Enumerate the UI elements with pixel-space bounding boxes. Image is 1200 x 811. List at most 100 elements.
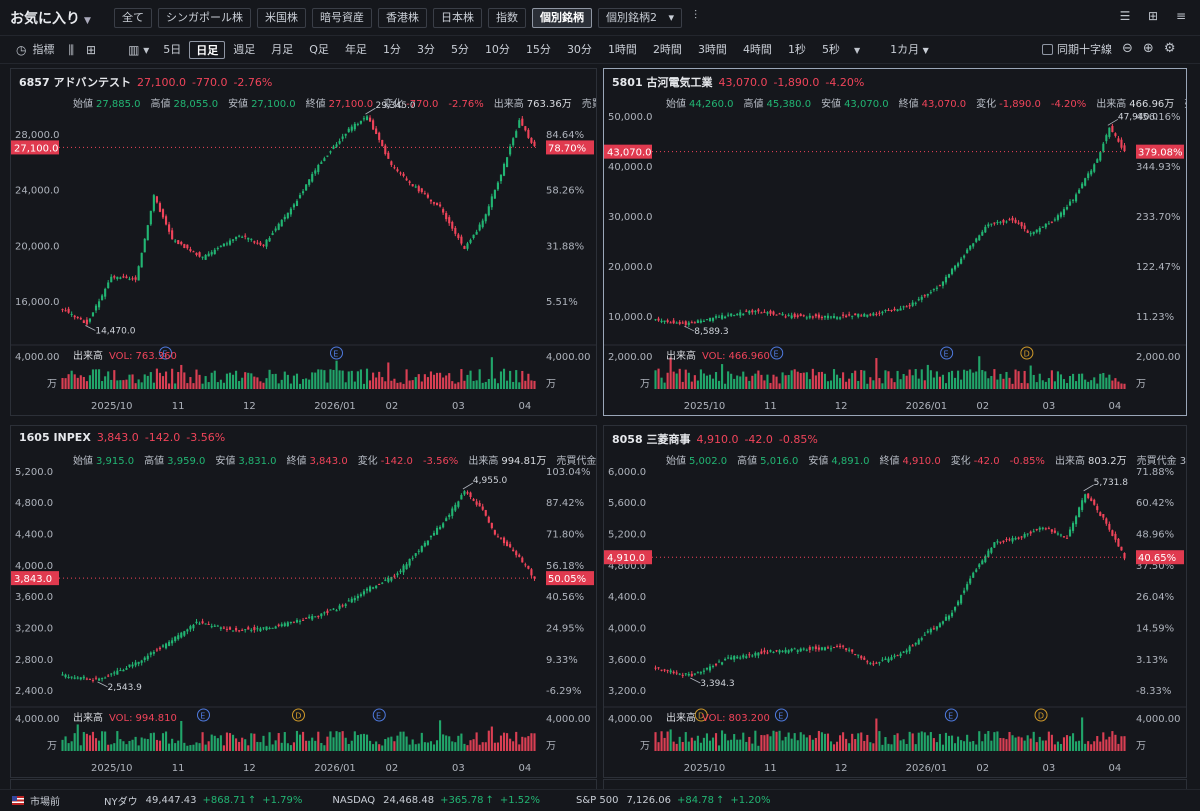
zoom-in-icon[interactable]: ⊕: [1142, 41, 1154, 56]
tab-all[interactable]: 全て: [114, 8, 152, 28]
chart-canvas[interactable]: 50,000.0 456.16%40,000.0 344.93%30,000.0 23…: [604, 69, 1187, 416]
interval-1s[interactable]: 1秒: [787, 43, 806, 56]
chart-panel[interactable]: 1605 INPEX 3,843.0 -142.0 -3.56% 始値 3,915.0 高値…: [10, 425, 597, 778]
volume-bar: [857, 733, 860, 751]
tab-us[interactable]: 米国株: [257, 8, 306, 28]
event-badge-icon[interactable]: [1034, 708, 1048, 722]
chart-canvas[interactable]: 5,200.0 103.04%4,800.0 87.42%4,400.0 71.80%…: [11, 426, 597, 778]
candle-body: [250, 629, 253, 631]
zoom-out-icon[interactable]: ⊖: [1122, 41, 1133, 56]
filter-settings-icon[interactable]: ⫶: [694, 8, 698, 22]
event-badge-icon[interactable]: [770, 346, 784, 360]
candle-body: [966, 249, 969, 254]
candle-body: [981, 560, 984, 565]
grid-view-icon[interactable]: ⊞: [1147, 9, 1159, 23]
event-badge-icon[interactable]: [944, 708, 958, 722]
tab-individual[interactable]: 個別銘柄: [532, 8, 592, 28]
interval-quarterly[interactable]: Q足: [309, 43, 329, 56]
event-badge-icon[interactable]: [292, 708, 305, 722]
interval-10m[interactable]: 10分: [484, 43, 510, 56]
event-badge-icon[interactable]: [197, 708, 210, 722]
event-badge-icon[interactable]: [694, 708, 708, 722]
event-badge-icon[interactable]: [372, 708, 386, 722]
index-name[interactable]: NASDAQ: [332, 795, 376, 806]
tab-japan[interactable]: 日本株: [433, 8, 482, 28]
interval-5s[interactable]: 5秒: [821, 43, 840, 56]
event-badge-icon[interactable]: [940, 346, 954, 360]
candle-body: [796, 315, 799, 317]
volume-bar: [772, 730, 775, 751]
candle-body: [423, 542, 426, 547]
volume-bar: [189, 745, 192, 751]
layout-grid-icon[interactable]: ⊞: [86, 43, 97, 57]
interval-4h[interactable]: 4時間: [742, 43, 772, 56]
candle-body: [186, 629, 189, 632]
indicator-button[interactable]: 指標: [32, 43, 55, 56]
interval-30m[interactable]: 30分: [566, 43, 592, 56]
candle-body: [657, 318, 660, 321]
watchlist-select[interactable]: 個別銘柄2 ▾: [598, 8, 682, 28]
event-badge-icon[interactable]: [1020, 346, 1034, 360]
chart-canvas[interactable]: 6,000.0 71.88%5,600.0 60.42%5,200.0 48.96%4…: [604, 426, 1187, 778]
candle-body: [1105, 135, 1108, 142]
interval-2h[interactable]: 2時間: [652, 43, 682, 56]
interval-monthly[interactable]: 月足: [271, 43, 294, 56]
candle-body: [493, 189, 496, 199]
event-badge-icon[interactable]: [774, 708, 788, 722]
candle-type-icon[interactable]: ⫼: [68, 42, 75, 57]
chart-title[interactable]: 8058 三菱商事 4,910.0 -42.0 -0.85%: [612, 431, 818, 447]
candle-body: [687, 673, 690, 676]
volume-bar: [984, 733, 987, 751]
interval-daily[interactable]: 日足: [189, 41, 226, 59]
volume-bar: [259, 742, 262, 751]
candle-body: [454, 504, 457, 511]
candle-body: [781, 650, 784, 652]
chart-panel[interactable]: 5801 古河電気工業 43,070.0 -1,890.0 -4.20% 始値 44,26…: [603, 68, 1187, 416]
favorites-dropdown[interactable]: お気に入り ▼: [10, 8, 91, 28]
index-name[interactable]: S&P 500: [575, 795, 619, 806]
volume-bar: [884, 737, 887, 751]
list-view-icon[interactable]: ☰: [1119, 9, 1131, 23]
interval-1m[interactable]: 1分: [382, 43, 401, 56]
tab-hongkong[interactable]: 香港株: [378, 8, 427, 28]
settings-gear-icon[interactable]: ⚙: [1163, 41, 1176, 56]
chart-title[interactable]: 5801 古河電気工業 43,070.0 -1,890.0 -4.20%: [612, 74, 864, 90]
interval-weekly[interactable]: 週足: [233, 43, 256, 56]
interval-3m[interactable]: 3分: [416, 43, 435, 56]
event-badge-icon[interactable]: [330, 346, 343, 360]
volume-bar: [817, 730, 820, 751]
candle-body: [515, 131, 518, 138]
price-tag-bg: [11, 571, 59, 586]
tab-singapore[interactable]: シンガポール株: [158, 8, 251, 28]
interval-3h[interactable]: 3時間: [697, 43, 727, 56]
indicator-icon[interactable]: ◷: [16, 43, 27, 57]
candle-body: [926, 631, 929, 633]
tab-index[interactable]: 指数: [488, 8, 526, 28]
sync-crosshair-toggle[interactable]: 同期十字線: [1042, 41, 1112, 57]
interval-5m[interactable]: 5分: [450, 43, 469, 56]
event-badge-icon[interactable]: [159, 346, 172, 360]
chart-title[interactable]: 6857 アドバンテスト 27,100.0 -770.0 -2.76%: [19, 74, 272, 90]
chart-panel[interactable]: 8058 三菱商事 4,910.0 -42.0 -0.85% 始値 5,002.0 高値 5,…: [603, 425, 1187, 778]
interval-1h[interactable]: 1時間: [607, 43, 637, 56]
index-name[interactable]: NYダウ: [104, 797, 138, 808]
sync-checkbox[interactable]: [1042, 43, 1053, 55]
tab-crypto[interactable]: 暗号資産: [312, 8, 372, 28]
chart-panel[interactable]: 6857 アドバンテスト 27,100.0 -770.0 -2.76% 始値 27,885…: [10, 68, 597, 416]
interval-15m[interactable]: 15分: [525, 43, 551, 56]
volume-bar: [1014, 369, 1017, 389]
interval-yearly[interactable]: 年足: [344, 43, 367, 56]
x-tick-label: 2026/01: [906, 763, 948, 774]
range-select[interactable]: 1カ月 ▼: [882, 41, 937, 59]
chart-canvas[interactable]: 28,000.0 84.64%24,000.0 58.26%20,000.0 31.8…: [11, 69, 597, 416]
index-change: +84.78: [676, 795, 714, 806]
interval-5d[interactable]: 5日: [163, 43, 182, 56]
chart-layout-icon[interactable]: ▥ ▾: [128, 43, 150, 57]
chevron-down-icon[interactable]: ▼: [853, 45, 861, 55]
candle-body: [1111, 125, 1114, 132]
last-price: 27,100.0: [137, 76, 186, 89]
volume-bar: [1041, 380, 1044, 389]
menu-icon[interactable]: ≡: [1175, 9, 1187, 23]
chart-title[interactable]: 1605 INPEX 3,843.0 -142.0 -3.56%: [19, 431, 225, 444]
volume-bar: [851, 373, 854, 389]
